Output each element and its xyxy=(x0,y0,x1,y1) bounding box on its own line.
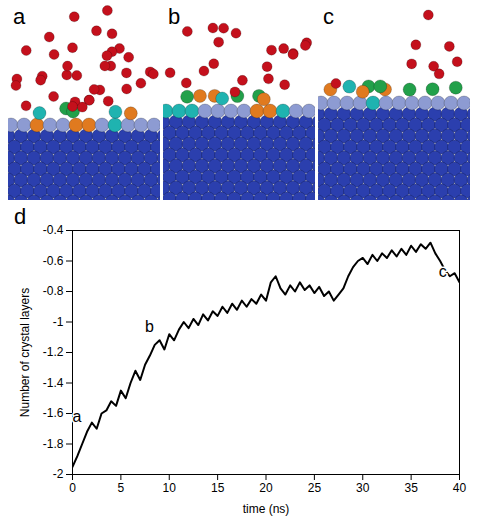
svg-text:a: a xyxy=(73,408,82,425)
svg-text:40: 40 xyxy=(453,481,467,495)
svg-text:-0.6: -0.6 xyxy=(43,254,64,268)
svg-text:Number of crystal layers: Number of crystal layers xyxy=(18,288,32,417)
html-text:d: d xyxy=(14,204,27,229)
svg-text:15: 15 xyxy=(211,481,225,495)
svg-text:35: 35 xyxy=(404,481,418,495)
svg-text:time (ns): time (ns) xyxy=(243,502,290,516)
svg-text:5: 5 xyxy=(118,481,125,495)
svg-text:-0.8: -0.8 xyxy=(43,284,64,298)
svg-text:-0.4: -0.4 xyxy=(43,223,64,237)
svg-text:a: a xyxy=(13,4,26,29)
svg-text:b: b xyxy=(168,4,180,29)
svg-text:-1: -1 xyxy=(53,315,64,329)
svg-text:-2: -2 xyxy=(53,467,64,481)
svg-text:10: 10 xyxy=(163,481,177,495)
svg-text:-1.2: -1.2 xyxy=(43,345,64,359)
svg-text:25: 25 xyxy=(308,481,322,495)
svg-text:30: 30 xyxy=(356,481,370,495)
svg-text:b: b xyxy=(145,318,154,335)
svg-text:c: c xyxy=(439,263,447,280)
svg-text:0: 0 xyxy=(69,481,76,495)
svg-text:-1.6: -1.6 xyxy=(43,406,64,420)
svg-text:20: 20 xyxy=(259,481,273,495)
svg-text:c: c xyxy=(323,4,334,29)
svg-text:-1.4: -1.4 xyxy=(43,376,64,390)
svg-text:-1.8: -1.8 xyxy=(43,437,64,451)
